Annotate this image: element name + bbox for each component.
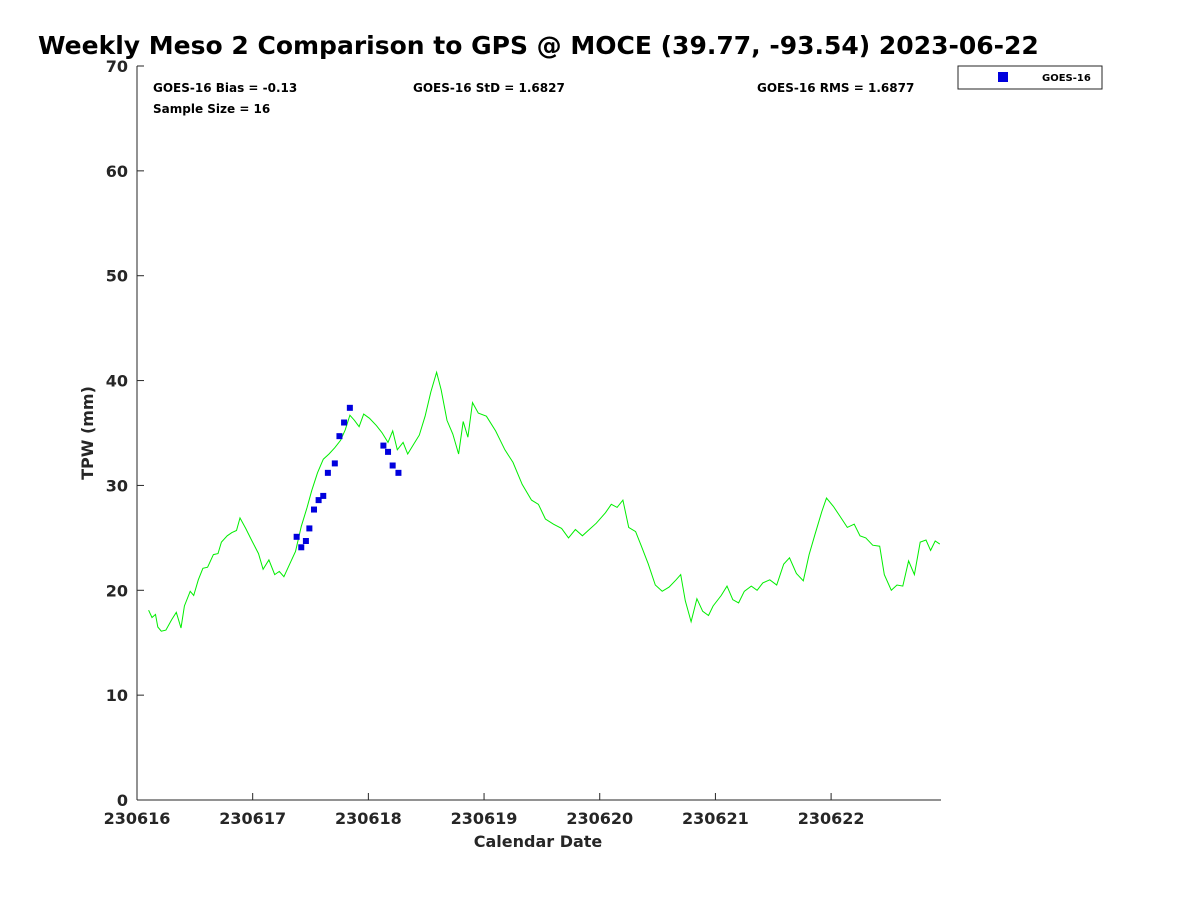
legend-label: GOES-16 xyxy=(1042,73,1091,84)
goes16-point xyxy=(315,497,322,504)
x-tick-label: 230621 xyxy=(682,809,749,828)
goes16-point xyxy=(336,433,343,440)
std-stat: GOES-16 StD = 1.6827 xyxy=(413,81,565,95)
goes16-point xyxy=(341,419,348,426)
y-tick-label: 0 xyxy=(117,791,128,810)
plot-area: 0 10 20 30 40 50 60 70 230616 230617 230618 230619 2… xyxy=(104,57,941,828)
bias-stat: GOES-16 Bias = -0.13 xyxy=(153,81,297,95)
y-tick-label: 10 xyxy=(106,686,128,705)
rms-stat: GOES-16 RMS = 1.6877 xyxy=(757,81,914,95)
goes16-point xyxy=(385,448,392,455)
goes16-point xyxy=(320,492,327,499)
y-tick-label: 30 xyxy=(106,476,128,495)
x-axis-label: Calendar Date xyxy=(474,832,603,851)
goes16-point xyxy=(331,460,338,467)
legend-box xyxy=(957,65,1103,90)
y-tick-label: 20 xyxy=(106,581,128,600)
goes16-point xyxy=(324,469,331,476)
x-tick-label: 230620 xyxy=(566,809,633,828)
goes16-point xyxy=(380,442,387,449)
legend-marker xyxy=(998,72,1008,82)
goes16-point xyxy=(306,525,313,532)
legend: GOES-16 xyxy=(957,65,1103,90)
x-tick-label: 230622 xyxy=(798,809,865,828)
x-tick-label: 230617 xyxy=(219,809,286,828)
goes16-point xyxy=(389,462,396,469)
x-tick-label: 230619 xyxy=(451,809,518,828)
y-tick-label: 50 xyxy=(106,267,128,286)
goes16-point xyxy=(302,538,309,545)
y-tick-label: 70 xyxy=(106,57,128,76)
x-tick-label: 230618 xyxy=(335,809,402,828)
y-axis-label: TPW (mm) xyxy=(78,386,97,480)
chart-title: Weekly Meso 2 Comparison to GPS @ MOCE (… xyxy=(38,31,1039,60)
gps-tpw-line xyxy=(148,370,941,632)
x-tick-label: 230616 xyxy=(104,809,171,828)
y-tick-label: 40 xyxy=(106,372,128,391)
y-tick-label: 60 xyxy=(106,162,128,181)
goes16-point xyxy=(395,469,402,476)
sample-size-stat: Sample Size = 16 xyxy=(153,102,270,116)
goes16-point xyxy=(310,506,317,513)
goes16-point xyxy=(298,544,305,551)
goes16-point xyxy=(346,404,353,411)
goes16-point xyxy=(293,533,300,540)
